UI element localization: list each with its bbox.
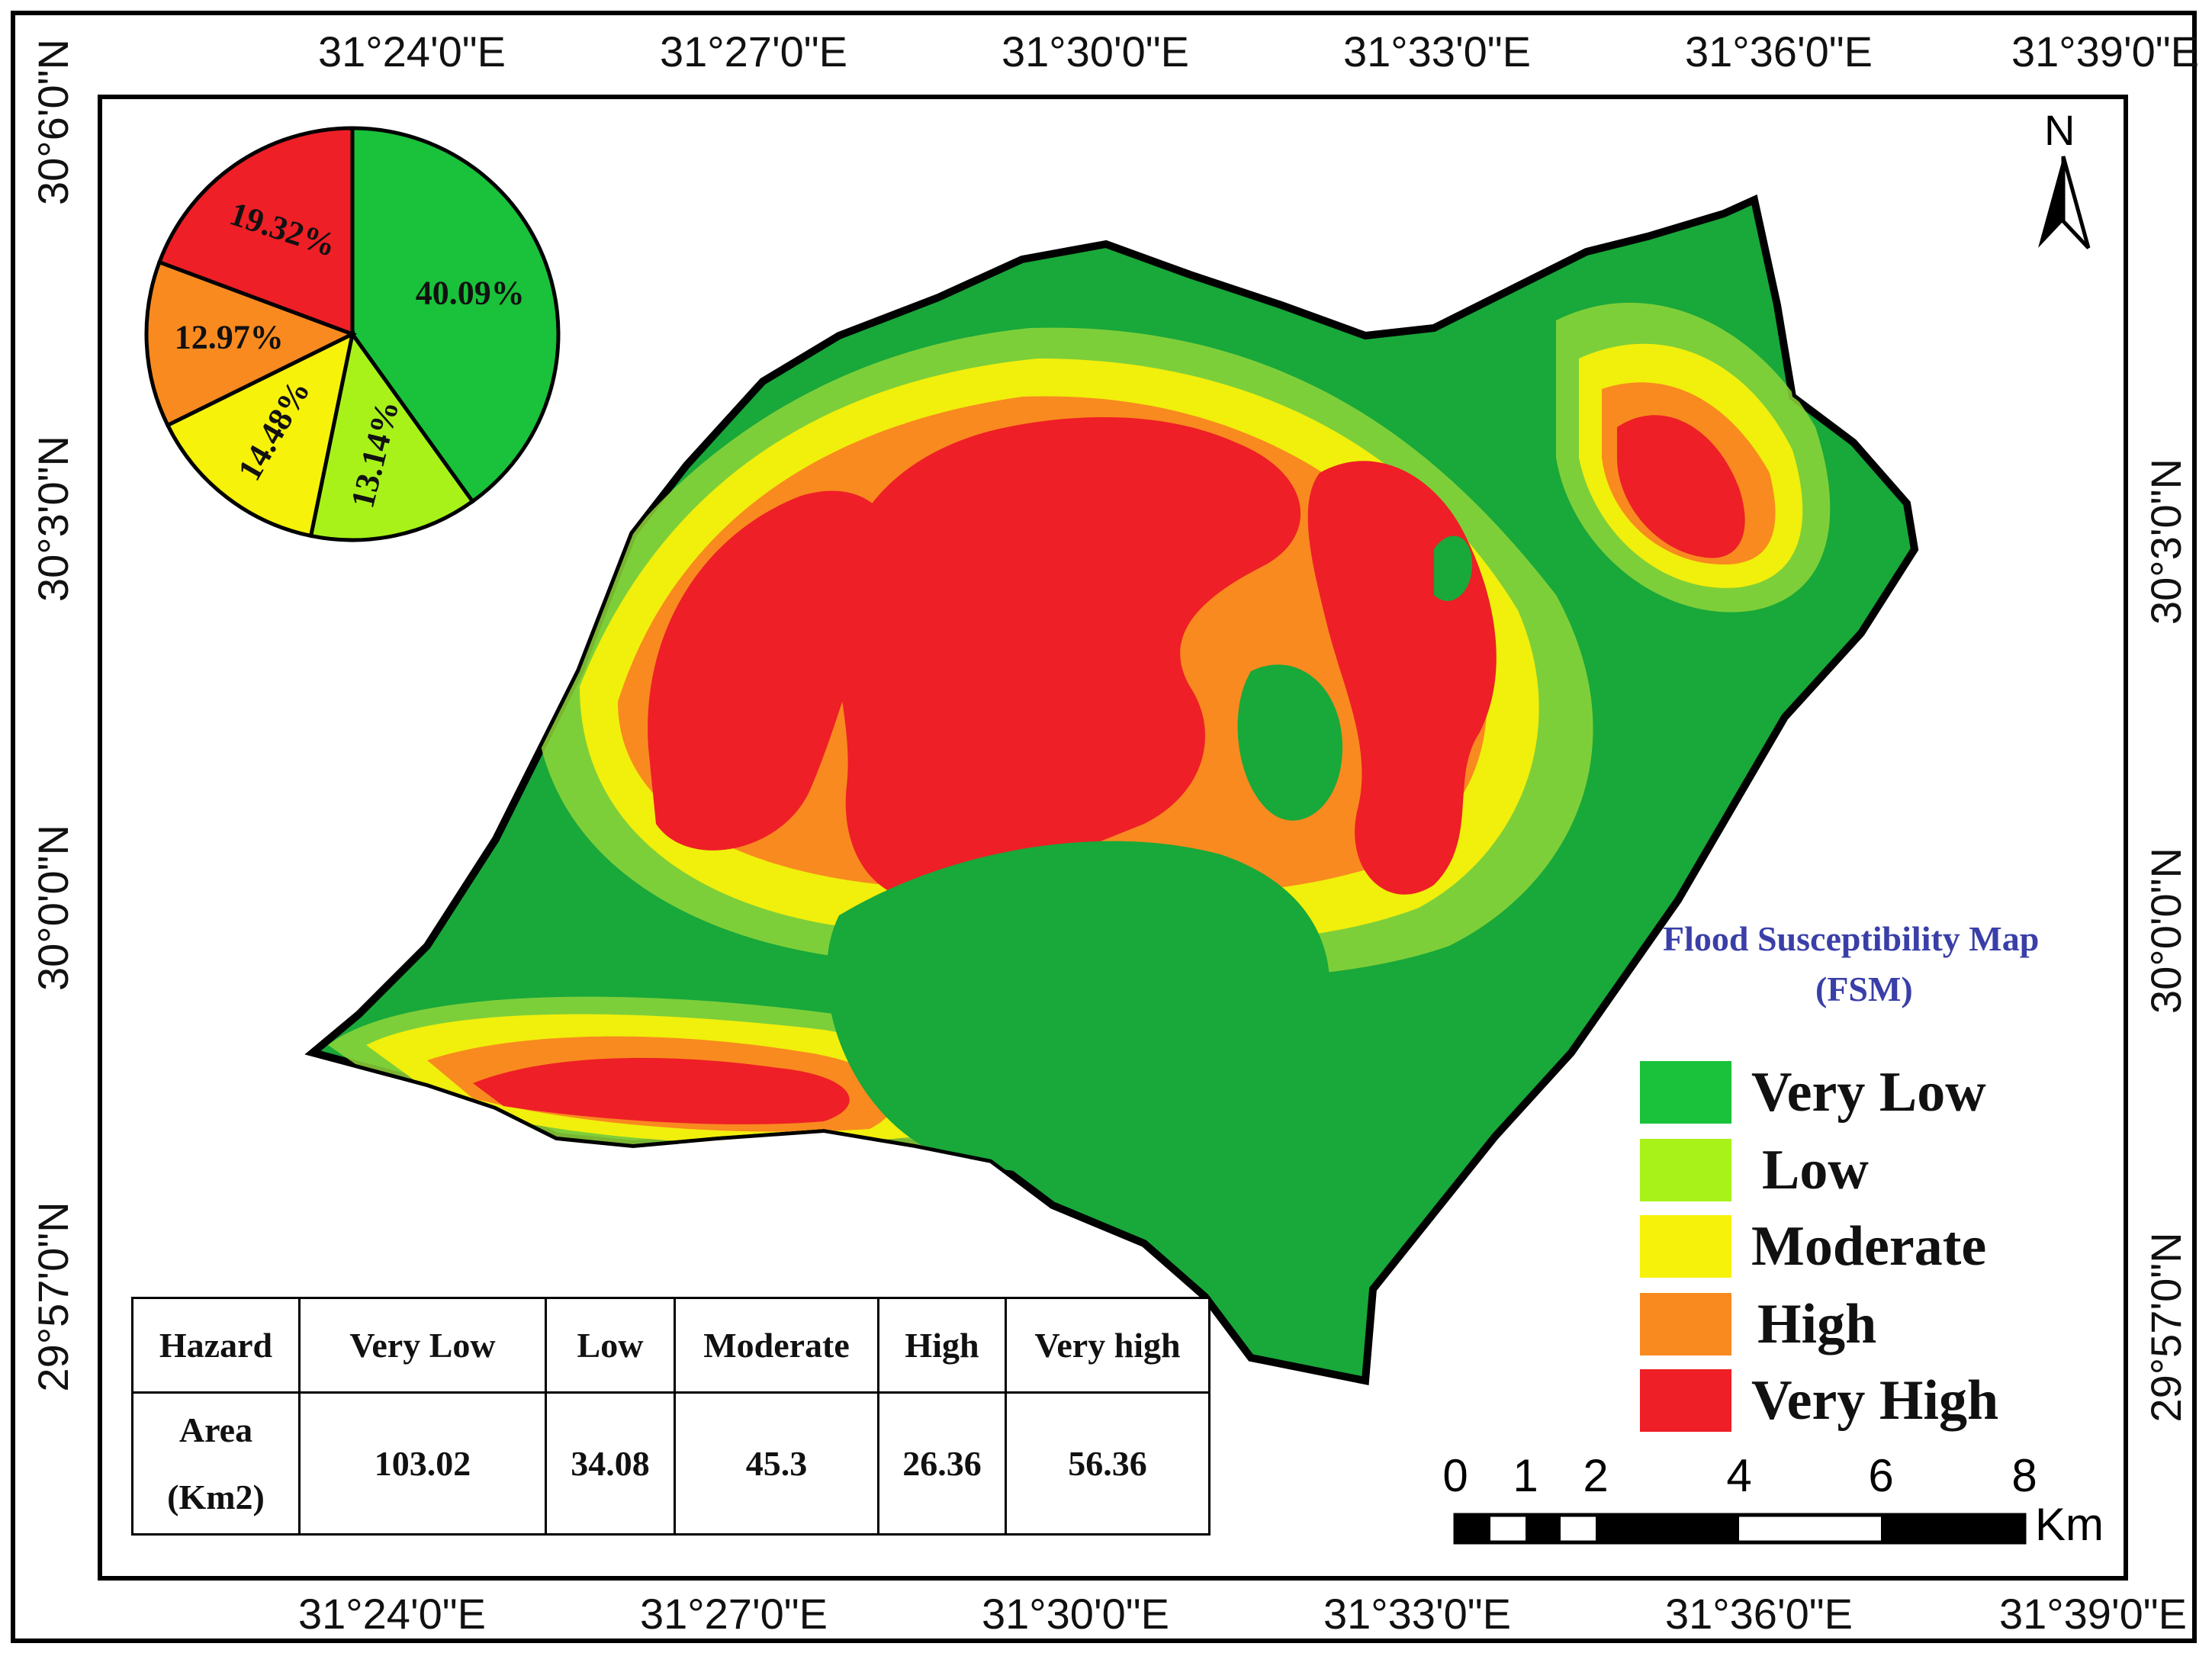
table-cell: 56.36	[1005, 1391, 1210, 1536]
pie-chart: 40.09%13.14%14.48%12.97%19.32%	[144, 126, 561, 542]
scale-bar	[1453, 1513, 2027, 1545]
map-frame	[98, 95, 2128, 1581]
row-label-line1: Area	[178, 1410, 253, 1450]
table-row-label: Area (Km2)	[131, 1391, 301, 1536]
scale-label: 8	[2011, 1450, 2037, 1501]
north-arrow-icon	[2038, 156, 2091, 249]
table-header-cell: Hazard	[131, 1297, 301, 1394]
coord-top-2: 31°27'0"E	[659, 27, 848, 76]
map-title-line1: Flood Susceptibility Map	[1663, 919, 2040, 958]
scale-label: 6	[1868, 1450, 1894, 1501]
scale-label: 2	[1583, 1450, 1609, 1501]
legend-swatch	[1640, 1369, 1731, 1432]
coord-top-1: 31°24'0"E	[317, 27, 506, 76]
legend-item-low: Low	[1640, 1137, 1869, 1204]
outer-frame	[11, 11, 2197, 1643]
coord-bottom-5: 31°36'0"E	[1664, 1590, 1854, 1638]
pie-slice	[144, 259, 358, 428]
coord-bottom-3: 31°30'0"E	[981, 1590, 1170, 1638]
area-table: Hazard Very Low Low Moderate High Very h…	[131, 1297, 1210, 1536]
legend-swatch	[1640, 1293, 1731, 1356]
coord-bottom-2: 31°27'0"E	[639, 1590, 828, 1638]
scale-label: 4	[1726, 1450, 1752, 1501]
legend-swatch	[1640, 1061, 1731, 1124]
pie-slice	[156, 126, 355, 337]
susceptibility-zones	[328, 302, 1831, 1174]
map-title-line2: (FSM)	[1815, 970, 1913, 1008]
table-header-row: Hazard Very Low Low Moderate High Very h…	[131, 1297, 1210, 1394]
table-cell: 34.08	[545, 1391, 676, 1536]
legend-item-moderate: Moderate	[1640, 1213, 1986, 1280]
coord-top-6: 31°39'0"E	[2011, 27, 2200, 76]
legend-label: High	[1757, 1292, 1877, 1356]
legend-item-high: High	[1640, 1291, 1876, 1358]
legend-label: Very High	[1751, 1368, 1999, 1432]
coord-bottom-1: 31°24'0"E	[297, 1590, 487, 1638]
table-header-cell: Very high	[1005, 1297, 1210, 1394]
table-cell: 45.3	[674, 1391, 879, 1536]
scale-label: 1	[1513, 1450, 1538, 1501]
pie-slice-label: 40.09%	[416, 274, 525, 311]
table-cell: 26.36	[877, 1391, 1007, 1536]
coord-top-3: 31°30'0"E	[1001, 27, 1190, 76]
coord-top-4: 31°33'0"E	[1342, 27, 1532, 76]
north-label: N	[2044, 106, 2075, 154]
scale-unit: Km	[2035, 1499, 2104, 1550]
coord-bottom-6: 31°39'0"E	[1998, 1590, 2188, 1638]
legend-swatch	[1640, 1215, 1731, 1278]
table-cell: 103.02	[298, 1391, 547, 1536]
legend-label: Moderate	[1751, 1214, 1987, 1278]
table-header-cell: Very Low	[298, 1297, 547, 1394]
table-header-cell: Low	[545, 1297, 676, 1394]
pie-slice	[308, 329, 475, 542]
coord-top-5: 31°36'0"E	[1684, 27, 1873, 76]
coord-bottom-4: 31°33'0"E	[1323, 1590, 1512, 1638]
table-header-cell: High	[877, 1297, 1007, 1394]
legend-label: Low	[1762, 1138, 1869, 1201]
table-header-cell: Moderate	[674, 1297, 879, 1394]
legend-item-very-low: Very Low	[1640, 1059, 1986, 1126]
pie-slice	[350, 126, 561, 504]
pie-slice-label: 12.97%	[175, 318, 284, 355]
scale-label: 0	[1442, 1450, 1468, 1501]
table-row: Area (Km2) 103.02 34.08 45.3 26.36 56.36	[131, 1391, 1210, 1536]
legend-item-very-high: Very High	[1640, 1367, 1998, 1434]
legend-label: Very Low	[1751, 1060, 1986, 1124]
legend-swatch	[1640, 1139, 1731, 1201]
row-label-line2: (Km2)	[167, 1477, 265, 1516]
pie-slice	[165, 330, 355, 539]
